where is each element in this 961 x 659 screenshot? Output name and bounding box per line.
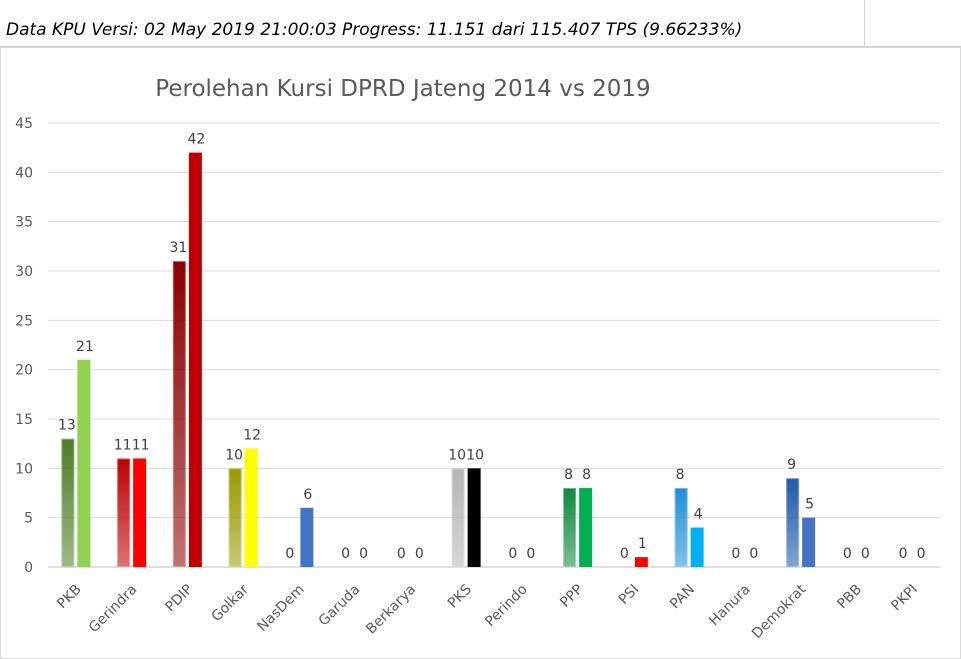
data-label: 0 (749, 546, 758, 562)
y-tick-label: 10 (15, 461, 33, 477)
bar-highlight (172, 261, 186, 567)
bar (300, 507, 314, 567)
bar-highlight (563, 488, 577, 568)
bar (451, 468, 465, 567)
data-label: 0 (341, 546, 350, 562)
data-label: 9 (787, 457, 796, 473)
category-label: PKB (54, 582, 85, 613)
category-label: PBB (834, 582, 865, 613)
category-label: PPP (557, 582, 586, 611)
category-label: Berkarya (363, 582, 419, 638)
data-label: 6 (303, 487, 312, 503)
bar (563, 488, 577, 567)
category-label: Demokrat (749, 581, 810, 642)
y-tick-label: 20 (15, 363, 33, 379)
bar (77, 359, 91, 567)
data-label: 0 (899, 546, 908, 562)
y-axis-ticks: 0 5 10 15 20 25 30 35 40 45 (15, 116, 33, 576)
y-tick-label: 0 (24, 560, 33, 576)
chart-title: Perolehan Kursi DPRD Jateng 2014 vs 2019 (155, 76, 650, 102)
data-label: 0 (397, 546, 406, 562)
category-label: Hanura (706, 582, 754, 630)
data-label: 13 (58, 418, 76, 434)
category-label: Garuda (316, 582, 364, 630)
category-label: PKPI (888, 582, 921, 615)
bar-highlight (786, 478, 800, 568)
y-tick-label: 45 (15, 116, 33, 132)
data-label: 10 (225, 447, 243, 463)
category-label: PKS (445, 581, 475, 611)
y-tick-label: 35 (15, 215, 33, 231)
category-label: NasDem (254, 582, 307, 635)
data-label: 0 (731, 546, 740, 562)
data-label: 12 (243, 428, 261, 444)
y-tick-label: 30 (15, 264, 33, 280)
bar (133, 458, 147, 567)
bar-highlight (228, 468, 242, 568)
category-label: PSI (616, 582, 642, 608)
data-label: 0 (843, 546, 852, 562)
bar (244, 448, 258, 567)
bar (579, 488, 593, 567)
data-label: 0 (917, 546, 926, 562)
data-label: 42 (187, 132, 205, 148)
data-label: 1 (638, 536, 647, 552)
y-tick-label: 25 (15, 313, 33, 329)
bar-highlight (451, 468, 465, 568)
data-label: 8 (582, 467, 591, 483)
data-label: 31 (169, 240, 187, 256)
bar-highlight (117, 458, 131, 568)
category-label: Gerindra (86, 582, 141, 637)
bar-highlight (61, 438, 75, 568)
data-label: 0 (415, 546, 424, 562)
y-tick-label: 40 (15, 165, 33, 181)
y-tick-label: 15 (15, 412, 33, 428)
data-label: 0 (359, 546, 368, 562)
data-label: 10 (466, 447, 484, 463)
data-label: 0 (508, 546, 517, 562)
bar (188, 152, 202, 567)
bars (61, 152, 816, 568)
bar (634, 557, 648, 567)
bar (467, 468, 481, 567)
bar (786, 478, 800, 567)
data-label: 8 (676, 467, 685, 483)
data-label: 11 (114, 437, 132, 453)
bar (228, 468, 242, 567)
bar (61, 438, 75, 567)
y-tick-label: 5 (24, 511, 33, 527)
data-label: 0 (861, 546, 870, 562)
data-label: 10 (448, 447, 466, 463)
category-label: PDIP (162, 582, 196, 616)
data-label: 5 (805, 497, 814, 513)
header-bar: Data KPU Versi: 02 May 2019 21:00:03 Pro… (0, 0, 961, 47)
category-label: Golkar (208, 581, 252, 625)
data-label: 21 (76, 339, 94, 355)
bar (172, 261, 186, 567)
x-axis-categories: PKB Gerindra PDIP Golkar NasDem Garuda Berkary… (54, 581, 921, 642)
data-label: 4 (694, 507, 703, 523)
bar (674, 488, 688, 567)
bar (690, 527, 704, 567)
data-label: 8 (564, 467, 573, 483)
progress-info-text: Data KPU Versi: 02 May 2019 21:00:03 Pro… (6, 20, 743, 40)
bar-highlight (674, 488, 688, 568)
category-label: PAN (667, 582, 698, 613)
bar (802, 517, 816, 567)
data-label: 0 (620, 546, 629, 562)
category-label: Perindo (482, 582, 530, 630)
cell-divider (864, 0, 865, 47)
data-label: 0 (526, 546, 535, 562)
bar (117, 458, 131, 567)
data-label: 0 (285, 546, 294, 562)
data-label: 11 (132, 437, 150, 453)
